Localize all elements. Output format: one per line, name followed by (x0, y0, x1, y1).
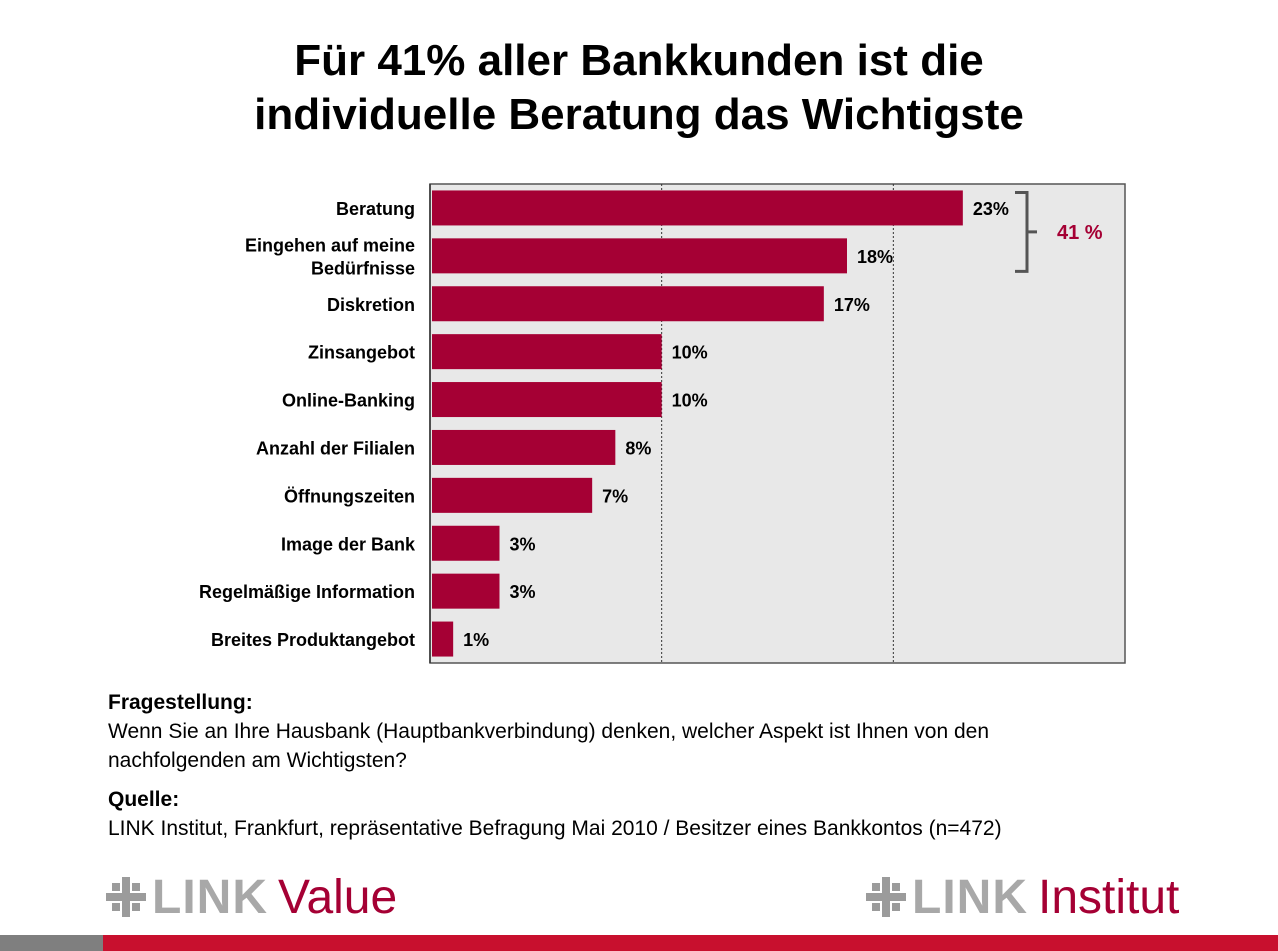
link-value-logo: LINK Value (106, 868, 397, 926)
value-label-4: 10% (672, 391, 708, 411)
logo-sub-left: Value (277, 870, 398, 924)
title-line-1: Für 41% aller Bankkunden ist die (294, 36, 984, 85)
logo-sub-right: Institut (1037, 870, 1180, 924)
bar-9 (432, 621, 454, 657)
link-institut-logo: LINK Institut (866, 868, 1179, 926)
bar-2 (432, 286, 824, 322)
category-label-3: Zinsangebot (308, 343, 415, 363)
value-label-0: 23% (973, 199, 1009, 219)
question-heading: Fragestellung: (108, 691, 253, 714)
logo-brand-right: LINK (912, 870, 1028, 924)
page-title: Für 41% aller Bankkunden ist die individ… (0, 34, 1278, 142)
bar-4 (432, 382, 662, 418)
category-label-0: Beratung (336, 199, 415, 219)
category-label-1: Eingehen auf meine Bedürfnisse (245, 235, 415, 278)
annotation-label: 41 % (1057, 222, 1103, 244)
bar-0 (432, 190, 963, 226)
title-line-2: individuelle Beratung das Wichtigste (254, 90, 1024, 139)
category-label-4: Online-Banking (282, 391, 415, 411)
category-label-8: Regelmäßige Information (199, 582, 415, 602)
category-label-2: Diskretion (327, 295, 415, 315)
category-label-7: Image der Bank (281, 534, 416, 554)
bar-3 (432, 334, 662, 370)
bar-chart: 23% Beratung 18% Eingehen auf meine Bedürfni… (199, 183, 1126, 664)
value-label-8: 3% (510, 582, 536, 602)
category-label-6: Öffnungszeiten (284, 486, 415, 506)
bar-7 (432, 525, 500, 561)
footer-bar-grey (0, 935, 103, 951)
category-label-9: Breites Produktangebot (211, 630, 415, 650)
value-label-6: 7% (602, 486, 628, 506)
value-label-7: 3% (510, 534, 536, 554)
bar-8 (432, 573, 500, 609)
link-mark-icon (866, 877, 906, 917)
bracket-annotation (1015, 190, 1037, 273)
value-label-9: 1% (463, 630, 489, 650)
question-text-1: Wenn Sie an Ihre Hausbank (Hauptbankverb… (108, 720, 990, 743)
value-label-3: 10% (672, 343, 708, 363)
category-label-5: Anzahl der Filialen (256, 438, 415, 458)
value-label-1: 18% (857, 247, 893, 267)
value-label-2: 17% (834, 295, 870, 315)
value-label-5: 8% (625, 438, 651, 458)
question-text-2: nachfolgenden am Wichtigsten? (108, 749, 407, 772)
source-text: LINK Institut, Frankfurt, repräsentative… (108, 817, 1002, 840)
logo-brand-left: LINK (152, 870, 268, 924)
question-block: Fragestellung: Wenn Sie an Ihre Hausbank… (108, 688, 1228, 775)
bar-6 (432, 477, 593, 513)
source-block: Quelle: LINK Institut, Frankfurt, repräs… (108, 785, 1228, 843)
footer-bar-red (103, 935, 1278, 951)
link-mark-icon (106, 877, 146, 917)
bar-1 (432, 238, 847, 274)
source-heading: Quelle: (108, 788, 180, 811)
bar-5 (432, 429, 616, 465)
